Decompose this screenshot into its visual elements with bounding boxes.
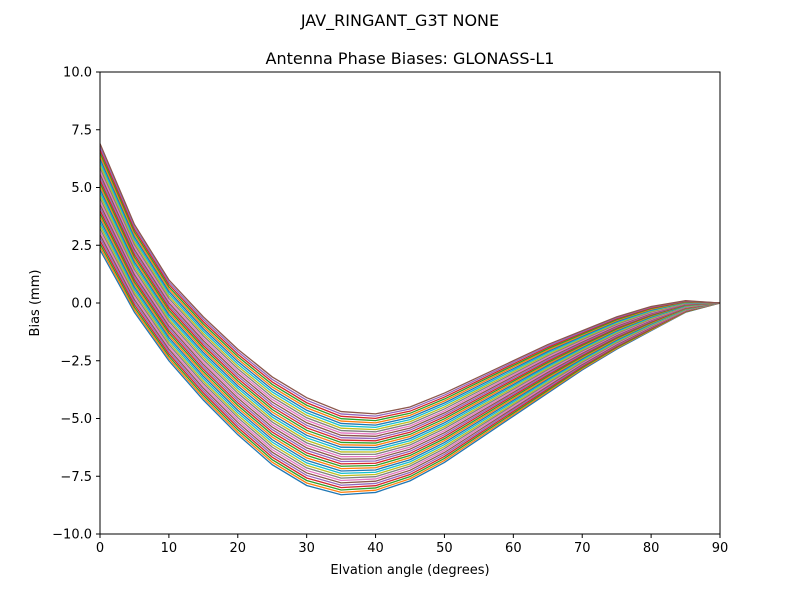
y-tick-label: −10.0 <box>52 528 92 543</box>
series-line-3 <box>99 243 721 491</box>
series-line-20 <box>99 191 721 451</box>
series-line-16 <box>99 204 721 460</box>
series-line-27 <box>99 170 721 435</box>
y-tick-label: −5.0 <box>60 412 92 427</box>
series-line-30 <box>99 161 721 428</box>
y-tick-label: 7.5 <box>71 123 92 138</box>
x-tick-label: 90 <box>712 541 729 556</box>
chart-title: Antenna Phase Biases: GLONASS-L1 <box>266 49 555 68</box>
chart-suptitle: JAV_RINGANT_G3T NONE <box>300 11 499 31</box>
series-line-31 <box>99 158 721 426</box>
series-line-4 <box>99 240 721 489</box>
series-line-6 <box>99 234 721 484</box>
x-tick-label: 30 <box>298 541 315 556</box>
series-line-2 <box>99 246 721 494</box>
x-tick-label: 70 <box>574 541 591 556</box>
y-axis-label: Bias (mm) <box>28 270 43 337</box>
series-line-25 <box>99 176 721 440</box>
x-tick-label: 40 <box>367 541 384 556</box>
series-line-24 <box>99 179 721 442</box>
series-line-8 <box>99 228 721 479</box>
x-tick-label: 60 <box>505 541 522 556</box>
plot-frame <box>99 71 721 535</box>
series-line-13 <box>99 213 721 467</box>
series-line-32 <box>99 155 721 424</box>
ticks-layer: 0 10 20 30 40 50 60 70 80 90 −10.0 −7.5 −5.0 −2.5 0.0 2… <box>52 66 728 557</box>
x-tick-label: 20 <box>230 541 247 556</box>
series-line-36 <box>99 143 721 415</box>
x-tick-label: 80 <box>643 541 660 556</box>
series-line-17 <box>99 201 721 458</box>
series-line-29 <box>99 164 720 431</box>
series-line-7 <box>99 231 721 482</box>
y-tick-label: 5.0 <box>71 181 92 196</box>
series-line-14 <box>99 210 721 465</box>
series-line-9 <box>99 225 721 477</box>
y-tick-label: −7.5 <box>60 470 92 485</box>
series-line-22 <box>99 185 721 446</box>
series-line-5 <box>99 237 721 486</box>
series-line-1 <box>99 249 721 496</box>
x-axis-label: Elvation angle (degrees) <box>330 563 489 578</box>
series-line-10 <box>99 222 721 475</box>
x-tick-label: 10 <box>161 541 178 556</box>
series-line-12 <box>99 216 721 470</box>
series-line-26 <box>99 173 721 437</box>
y-tick-label: −2.5 <box>60 354 92 369</box>
series-line-35 <box>99 146 721 417</box>
series-line-21 <box>99 188 721 449</box>
series-line-15 <box>99 207 721 463</box>
series-line-34 <box>99 149 721 420</box>
series-line-23 <box>99 182 721 444</box>
series-line-28 <box>99 167 721 433</box>
series-line-19 <box>99 194 721 453</box>
series-line-18 <box>99 197 721 455</box>
y-tick-label: 10.0 <box>63 66 92 81</box>
x-tick-label: 0 <box>96 541 104 556</box>
x-tick-label: 50 <box>436 541 453 556</box>
series-line-33 <box>99 152 721 422</box>
y-tick-label: 2.5 <box>71 239 92 254</box>
series-layer <box>99 143 721 496</box>
y-tick-label: 0.0 <box>71 297 92 312</box>
series-line-11 <box>99 219 721 472</box>
